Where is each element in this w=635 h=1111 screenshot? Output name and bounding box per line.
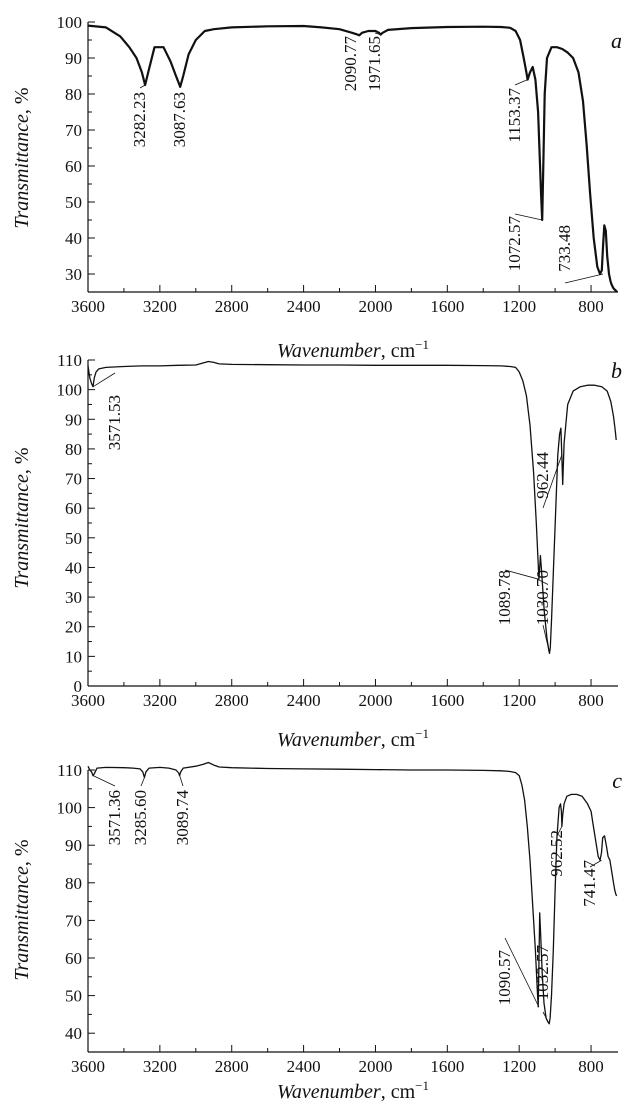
panel-c-x-tick-label: 2000 xyxy=(358,1057,392,1076)
panel-a-peak-label: 1072.57 xyxy=(505,216,524,272)
panel-a-x-tick-label: 1200 xyxy=(502,297,536,316)
panel-c-peak-leader xyxy=(180,776,183,786)
panel-c-peak-leader xyxy=(141,778,144,786)
panel-a-x-tick-label: 2400 xyxy=(287,297,321,316)
panel-b-y-tick-label: 90 xyxy=(65,410,82,429)
panel-c-peak-label: 962.52 xyxy=(547,830,566,877)
panel-c-y-tick-label: 60 xyxy=(65,949,82,968)
panel-b-x-tick-label: 1600 xyxy=(430,691,464,710)
panel-c-peak-label: 741.47 xyxy=(580,860,599,907)
panel-c-y-tick-label: 50 xyxy=(65,987,82,1006)
panel-c-letter: c xyxy=(612,768,622,793)
panel-c-peak-label: 1032.57 xyxy=(533,945,552,1001)
panel-a-y-tick-label: 30 xyxy=(65,265,82,284)
panel-a-peak-label: 3087.63 xyxy=(170,92,189,147)
panel-a-x-tick-label: 2800 xyxy=(215,297,249,316)
panel-b-y-tick-label: 80 xyxy=(65,440,82,459)
panel-b-y-tick-label: 40 xyxy=(65,558,82,577)
panel-b-peak-label: 1030.70 xyxy=(533,570,552,625)
panel-b-x-tick-label: 3200 xyxy=(143,691,177,710)
panel-b-y-tick-label: 100 xyxy=(57,381,83,400)
panel-c-y-tick-label: 40 xyxy=(65,1024,82,1043)
panel-b-y-tick-label: 50 xyxy=(65,529,82,548)
panel-a-peak-leader xyxy=(515,80,528,85)
panel-a-peak-label: 3282.23 xyxy=(130,92,149,147)
panel-b-y-axis-title: Transmittance, % xyxy=(11,447,33,588)
panel-c-x-axis-title: Wavenumber, cm−1 xyxy=(277,1078,429,1103)
panel-a-peak-leader xyxy=(565,274,603,283)
panel-a-y-axis-title: Transmittance, % xyxy=(11,87,33,228)
panel-a-y-tick-label: 60 xyxy=(65,157,82,176)
panel-c-y-tick-label: 110 xyxy=(57,761,82,780)
panel-c-y-axis-title: Transmittance, % xyxy=(11,839,33,980)
panel-c-y-tick-label: 80 xyxy=(65,874,82,893)
panel-a-y-tick-label: 90 xyxy=(65,49,82,68)
panel-b-letter: b xyxy=(611,358,622,383)
panel-b-peak-label: 3571.53 xyxy=(105,395,124,450)
panel-b-x-axis-title: Wavenumber, cm−1 xyxy=(277,726,429,751)
panel-a-x-axis-title: Wavenumber, cm−1 xyxy=(277,337,429,362)
panel-c-x-tick-label: 3200 xyxy=(143,1057,177,1076)
panel-c-peak-label: 3089.74 xyxy=(173,790,192,846)
panel-b-x-tick-label: 2800 xyxy=(215,691,249,710)
panel-b-x-tick-label: 800 xyxy=(578,691,604,710)
panel-a-y-tick-label: 100 xyxy=(57,13,83,32)
panel-b-peak-label: 1089.78 xyxy=(495,570,514,625)
panel-c-x-tick-label: 1200 xyxy=(502,1057,536,1076)
panel-c-x-tick-label: 3600 xyxy=(71,1057,105,1076)
panel-b-peak-label: 962.44 xyxy=(533,452,552,499)
panel-a-y-tick-label: 80 xyxy=(65,85,82,104)
panel-a-x-tick-label: 1600 xyxy=(430,297,464,316)
panel-c-x-tick-label: 2400 xyxy=(287,1057,321,1076)
panel-a-peak-leader xyxy=(140,85,145,88)
panel-c-y-tick-label: 70 xyxy=(65,911,82,930)
panel-a-peak-label: 1153.37 xyxy=(505,88,524,143)
panel-b-y-tick-label: 0 xyxy=(74,677,83,696)
panel-a-peak-label: 733.48 xyxy=(555,225,574,272)
panel-a-letter: a xyxy=(611,28,622,53)
panel-c-x-tick-label: 1600 xyxy=(430,1057,464,1076)
panel-a-peak-label: 2090.77 xyxy=(341,36,360,92)
panel-a-x-tick-label: 3200 xyxy=(143,297,177,316)
panel-c-y-tick-label: 90 xyxy=(65,836,82,855)
panel-b-x-tick-label: 2000 xyxy=(358,691,392,710)
panel-c-peak-label: 1090.57 xyxy=(495,950,514,1006)
panel-b-y-tick-label: 20 xyxy=(65,618,82,637)
panel-a-x-tick-label: 2000 xyxy=(358,297,392,316)
panel-c-peak-label: 3285.60 xyxy=(131,790,150,845)
panel-a-x-tick-label: 3600 xyxy=(71,297,105,316)
panel-b-x-tick-label: 2400 xyxy=(287,691,321,710)
panel-b-y-tick-label: 30 xyxy=(65,588,82,607)
panel-a-y-tick-label: 40 xyxy=(65,229,82,248)
panel-b-peak-leader xyxy=(93,373,115,387)
panel-b-y-tick-label: 110 xyxy=(57,351,82,370)
panel-b-x-tick-label: 1200 xyxy=(502,691,536,710)
panel-c-y-tick-label: 100 xyxy=(57,799,83,818)
panel-a-y-tick-label: 70 xyxy=(65,121,82,140)
panel-a-x-tick-label: 800 xyxy=(578,297,604,316)
panel-a-peak-label: 1971.65 xyxy=(365,36,384,91)
panel-c-x-tick-label: 800 xyxy=(578,1057,604,1076)
panel-b-y-tick-label: 70 xyxy=(65,470,82,489)
panel-a-y-tick-label: 50 xyxy=(65,193,82,212)
panel-c-peak-label: 3571.36 xyxy=(105,790,124,845)
panel-c-peak-leader xyxy=(93,776,115,786)
panel-b-y-tick-label: 60 xyxy=(65,499,82,518)
panel-c-x-tick-label: 2800 xyxy=(215,1057,249,1076)
panel-b-y-tick-label: 10 xyxy=(65,647,82,666)
